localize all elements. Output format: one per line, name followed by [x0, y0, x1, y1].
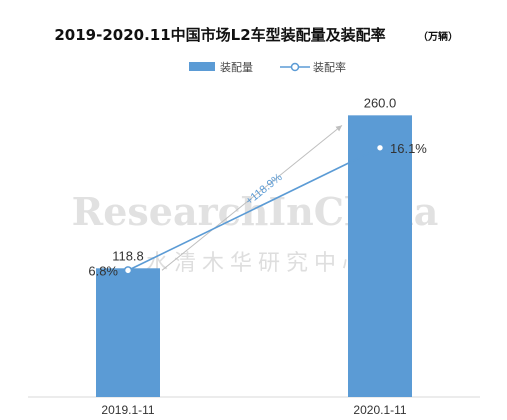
line-series: 6.8% 16.1% — [88, 141, 427, 279]
legend-bar-label: 装配量 — [220, 61, 253, 74]
line-value-label-1: 16.1% — [390, 141, 427, 156]
line-point-0 — [123, 266, 133, 275]
bar-data-labels: 118.8 260.0 — [112, 95, 396, 263]
x-tick-label-1: 2020.1-11 — [353, 403, 406, 417]
legend-bar-swatch — [189, 62, 215, 71]
x-tick-label-0: 2019.1-11 — [101, 403, 154, 417]
legend-line-label: 装配率 — [313, 60, 346, 74]
chart-title: 2019-2020.11中国市场L2车型装配量及装配率 — [54, 26, 385, 44]
bar-1 — [348, 115, 412, 397]
line-path — [127, 147, 381, 272]
line-point-1 — [375, 143, 385, 153]
chart-unit: （万辆） — [418, 30, 458, 43]
line-value-label-0: 6.8% — [88, 263, 118, 278]
bar-0 — [96, 268, 160, 397]
watermark-cn: 水清木华研究中心 — [146, 251, 370, 276]
legend: 装配量 装配率 — [189, 60, 346, 74]
bar-series — [96, 115, 412, 397]
legend-line-marker — [290, 62, 300, 72]
bar-value-label-1: 260.0 — [364, 95, 397, 110]
bar-value-label-0: 118.8 — [112, 248, 144, 263]
x-tick-labels: 2019.1-11 2020.1-11 — [101, 403, 406, 417]
growth-arrow — [161, 124, 343, 271]
